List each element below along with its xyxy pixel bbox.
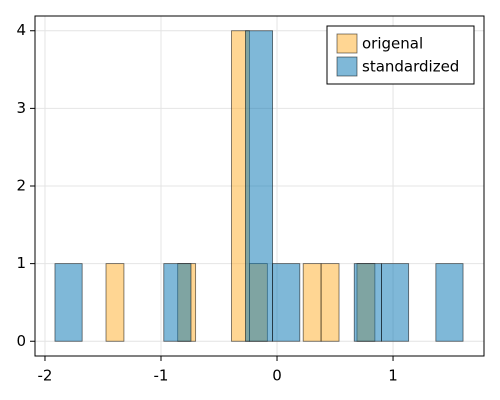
x-tick-label: 1 xyxy=(388,367,398,385)
legend-label: standardized xyxy=(362,58,459,76)
plot-frame xyxy=(34,15,485,357)
bar xyxy=(105,263,125,342)
x-tick-label: -2 xyxy=(37,367,52,385)
bars xyxy=(54,30,464,342)
bar xyxy=(381,263,410,342)
bar xyxy=(272,263,301,342)
x-tick-label: 0 xyxy=(272,367,282,385)
bar xyxy=(320,263,340,342)
y-tick-label: 4 xyxy=(16,21,26,39)
legend-label: origenal xyxy=(362,35,423,53)
bar xyxy=(54,263,83,342)
bar xyxy=(353,263,382,342)
bar xyxy=(245,30,274,342)
legend: origenal standardized xyxy=(326,25,475,85)
y-tick-label: 2 xyxy=(16,177,26,195)
legend-swatch xyxy=(336,33,358,54)
y-tick-label: 1 xyxy=(16,254,26,272)
axes: -2 -1 0 1 0 1 2 3 4 xyxy=(16,15,485,385)
bar xyxy=(163,263,192,342)
legend-swatch xyxy=(336,56,358,77)
bar xyxy=(302,263,322,342)
bar xyxy=(435,263,464,342)
x-tick-label: -1 xyxy=(154,367,169,385)
y-tick-label: 3 xyxy=(16,99,26,117)
y-tick-label: 0 xyxy=(16,332,26,350)
